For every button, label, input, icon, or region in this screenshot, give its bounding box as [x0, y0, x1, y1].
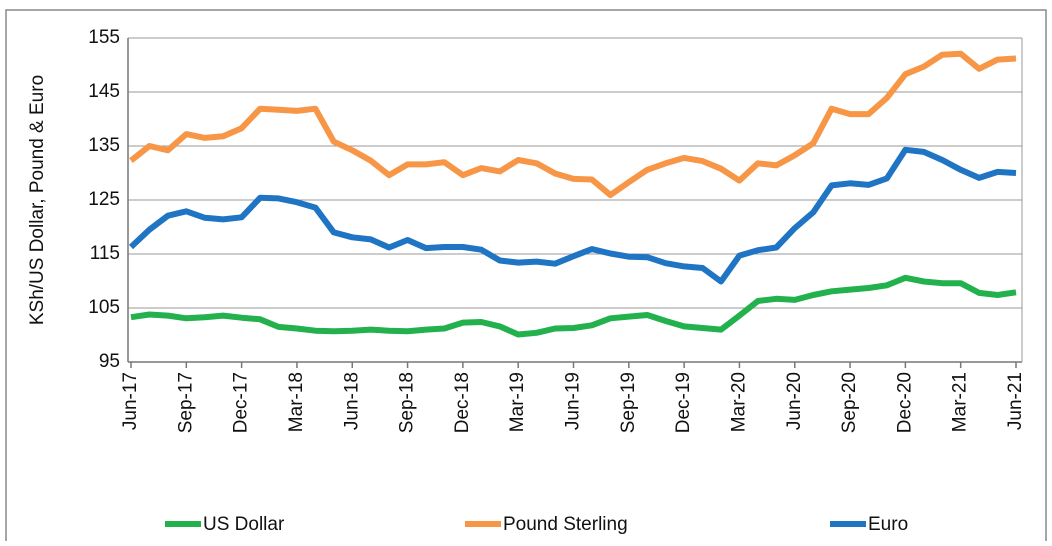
- x-tick-label: Dec-20: [894, 372, 915, 433]
- y-tick-label: 125: [88, 189, 120, 210]
- y-tick-label: 145: [88, 81, 120, 102]
- legend-label: Euro: [868, 514, 908, 535]
- series-line: [128, 146, 1017, 285]
- series-line: [129, 50, 1017, 199]
- x-tick-label: Jun-21: [1005, 372, 1026, 430]
- x-tick-label: Jun-20: [784, 372, 805, 430]
- y-tick-label: 105: [88, 297, 120, 318]
- x-tick-label: Jun-18: [341, 372, 362, 430]
- x-tick-label: Dec-19: [673, 372, 694, 433]
- x-tick-label: Sep-19: [618, 372, 639, 433]
- y-tick-label: 95: [99, 351, 120, 372]
- x-tick-label: Mar-21: [950, 372, 971, 432]
- x-tick-label: Sep-17: [175, 372, 196, 433]
- y-axis-label: KSh/US Dollar, Pound & Euro: [27, 75, 48, 325]
- x-tick-label: Jun-17: [120, 372, 141, 430]
- x-tick-label: Mar-18: [286, 372, 307, 432]
- x-tick-label: Sep-18: [397, 372, 418, 433]
- x-tick-label: Dec-17: [231, 372, 252, 433]
- legend-label: Pound Sterling: [503, 514, 628, 535]
- legend-label: US Dollar: [203, 514, 285, 535]
- y-tick-label: 155: [88, 27, 120, 48]
- y-tick-label: 135: [88, 135, 120, 156]
- x-tick-label: Mar-20: [728, 372, 749, 432]
- x-tick-label: Dec-18: [452, 372, 473, 433]
- series-line: [130, 274, 1017, 338]
- x-tick-label: Mar-19: [507, 372, 528, 432]
- y-tick-label: 115: [90, 243, 120, 264]
- frame: [5, 9, 1047, 546]
- x-tick-label: Sep-20: [839, 372, 860, 433]
- x-tick-label: Jun-19: [563, 372, 584, 430]
